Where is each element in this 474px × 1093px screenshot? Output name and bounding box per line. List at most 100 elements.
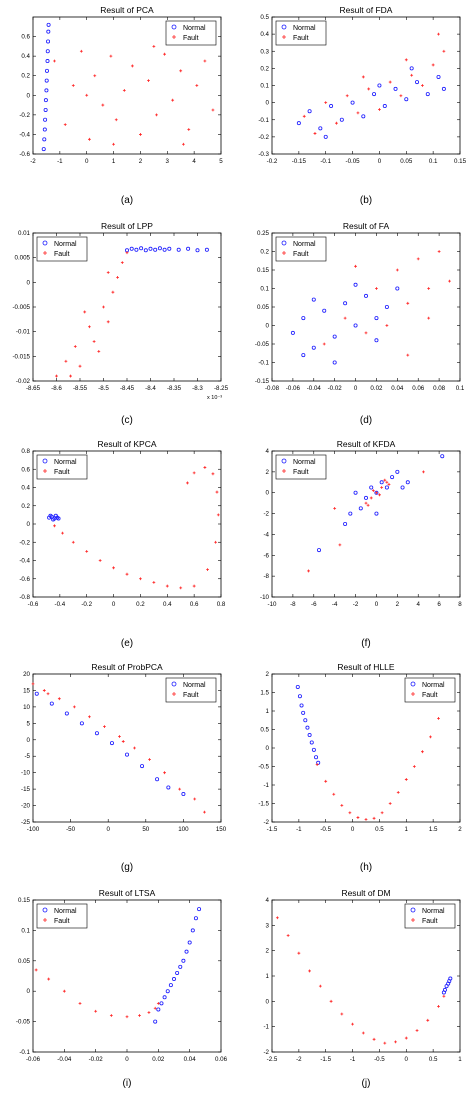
panel-caption: (f): [361, 638, 370, 649]
point-normal: [184, 949, 189, 954]
legend: Normal Fault: [165, 677, 217, 703]
legend: Normal Fault: [275, 20, 327, 46]
y-tick-label: 10: [23, 704, 30, 711]
point-normal: [46, 39, 51, 44]
point-normal: [311, 747, 316, 752]
point-fault: [186, 481, 189, 485]
y-tick-label: 20: [23, 671, 30, 678]
point-normal: [167, 246, 172, 251]
point-normal: [34, 691, 39, 696]
x-tick-label: 0.5: [375, 826, 384, 833]
legend-label: Normal: [54, 459, 77, 466]
x-multiplier: x 10⁻³: [207, 395, 222, 401]
y-tick-label: -0.2: [258, 134, 269, 141]
y-tick-label: -10: [260, 594, 270, 601]
x-tick-label: 0.1: [429, 158, 438, 165]
x-tick-label: -1.5: [320, 1056, 331, 1063]
legend-marker-fault: [282, 469, 286, 473]
x-tick-label: -0.5: [320, 826, 331, 833]
point-normal: [299, 703, 304, 708]
point-fault: [322, 342, 326, 346]
y-tick-label: 1: [266, 708, 270, 715]
y-tick-label: -15: [21, 786, 31, 793]
x-tick-label: -0.06: [26, 1056, 41, 1063]
x-tick-label: 0.15: [454, 158, 467, 165]
x-tick-label: -0.02: [328, 385, 343, 392]
y-tick-label: -0.1: [258, 117, 269, 124]
chart-title: Result of DM: [341, 888, 390, 898]
point-fault: [103, 725, 106, 729]
legend-marker-fault: [172, 692, 176, 696]
point-fault: [88, 325, 91, 329]
x-tick-label: 1: [405, 826, 409, 833]
legend-marker-normal: [410, 681, 416, 687]
axes-frame: [32, 673, 222, 823]
y-tick-label: 1: [266, 973, 270, 980]
point-fault: [112, 566, 115, 570]
y-tick-label: -5: [24, 753, 30, 760]
point-fault: [163, 52, 166, 56]
point-fault: [139, 577, 142, 581]
point-normal: [56, 516, 61, 521]
point-fault: [118, 735, 121, 738]
point-normal: [415, 80, 420, 85]
point-fault: [101, 103, 105, 107]
point-fault: [387, 482, 391, 486]
point-fault: [206, 568, 209, 572]
point-fault: [431, 63, 435, 67]
point-fault: [69, 374, 72, 378]
point-fault: [442, 49, 446, 53]
x-tick-label: -0.4: [55, 601, 66, 608]
point-normal: [139, 246, 144, 251]
x-tick-label: 0: [85, 158, 89, 165]
x-tick-label: 3: [166, 158, 170, 165]
point-normal: [297, 694, 302, 699]
panel-caption: (j): [362, 1078, 371, 1089]
y-tick-label: -0.02: [16, 378, 31, 385]
point-fault: [85, 549, 89, 553]
legend-marker-fault: [282, 35, 286, 39]
point-fault: [125, 1015, 129, 1019]
y-tick-label: 0: [266, 490, 270, 497]
point-fault: [404, 1036, 408, 1040]
x-tick-label: 0.02: [152, 1056, 165, 1063]
point-normal: [322, 308, 327, 313]
x-tick-label: 0.04: [391, 385, 404, 392]
point-fault: [192, 584, 196, 588]
point-fault: [442, 994, 446, 998]
chart-panel-2: Result of FDA -0.2 -0.15 -0.1 -0.05 0 0.05 0.1 0…: [258, 5, 466, 206]
legend-marker-fault: [411, 918, 415, 922]
panel-caption: (g): [121, 862, 133, 873]
legend-label: Fault: [293, 251, 309, 258]
point-fault: [356, 816, 360, 819]
point-fault: [192, 471, 196, 475]
point-normal: [301, 316, 306, 321]
point-fault: [109, 54, 113, 58]
point-normal: [307, 109, 312, 114]
point-fault: [152, 44, 156, 48]
point-normal: [44, 88, 49, 93]
x-tick-label: 0: [405, 1056, 409, 1063]
point-fault: [211, 108, 215, 112]
point-fault: [369, 496, 373, 500]
point-normal: [441, 86, 446, 91]
point-normal: [309, 740, 314, 745]
legend-marker-normal: [281, 458, 287, 464]
point-normal: [296, 121, 301, 126]
y-tick-label: 0: [27, 279, 31, 286]
point-fault: [361, 1031, 365, 1035]
x-tick-label: 0.4: [163, 601, 172, 608]
x-tick-label: -8.55: [73, 385, 88, 392]
point-fault: [286, 934, 290, 937]
y-tick-label: -2: [263, 1049, 269, 1056]
point-normal: [369, 485, 374, 490]
y-tick-label: 0.2: [21, 73, 30, 80]
point-fault: [335, 121, 338, 125]
point-normal: [168, 983, 173, 988]
point-normal: [395, 286, 400, 291]
point-fault: [165, 584, 169, 588]
point-normal: [290, 330, 295, 335]
point-normal: [303, 718, 308, 723]
x-tick-label: 0.02: [370, 385, 383, 392]
point-fault: [333, 506, 337, 510]
